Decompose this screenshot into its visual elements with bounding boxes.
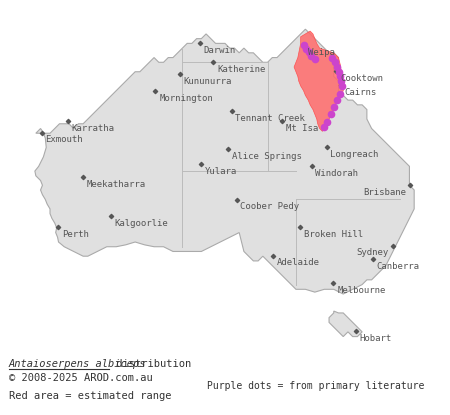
- Polygon shape: [329, 311, 362, 337]
- Text: Mornington: Mornington: [159, 93, 213, 103]
- Text: Kalgoorlie: Kalgoorlie: [115, 219, 169, 228]
- Text: Hobart: Hobart: [360, 334, 392, 342]
- Text: Karratha: Karratha: [71, 124, 114, 133]
- Text: distribution: distribution: [110, 359, 192, 369]
- Text: Tennant Creek: Tennant Creek: [235, 114, 305, 123]
- Text: © 2008-2025 AROD.com.au: © 2008-2025 AROD.com.au: [9, 373, 153, 383]
- Text: Melbourne: Melbourne: [337, 286, 386, 295]
- Text: Purple dots = from primary literature: Purple dots = from primary literature: [207, 381, 424, 391]
- Text: Darwin: Darwin: [204, 46, 236, 55]
- Text: Kununurra: Kununurra: [184, 77, 232, 86]
- Text: Mt Isa: Mt Isa: [286, 124, 318, 133]
- Text: Windorah: Windorah: [315, 168, 358, 178]
- Text: Alice Springs: Alice Springs: [232, 152, 302, 161]
- Text: Cooktown: Cooktown: [340, 74, 383, 83]
- Polygon shape: [35, 29, 414, 294]
- Text: Yulara: Yulara: [205, 167, 237, 176]
- Text: Antaioserpens albiceps: Antaioserpens albiceps: [9, 359, 147, 369]
- Text: Brisbane: Brisbane: [363, 188, 406, 197]
- Text: Exmouth: Exmouth: [45, 135, 83, 144]
- Text: Sydney: Sydney: [356, 248, 389, 257]
- Polygon shape: [294, 31, 344, 131]
- Text: Broken Hill: Broken Hill: [304, 230, 363, 239]
- Text: Red area = estimated range: Red area = estimated range: [9, 391, 171, 401]
- Text: Weipa: Weipa: [308, 48, 335, 57]
- Text: Katherine: Katherine: [217, 65, 266, 74]
- Text: Coober Pedy: Coober Pedy: [240, 203, 299, 211]
- Text: Longreach: Longreach: [330, 150, 379, 159]
- Text: Cairns: Cairns: [345, 88, 377, 97]
- Text: Adelaide: Adelaide: [277, 259, 320, 267]
- Text: Meekatharra: Meekatharra: [87, 180, 146, 188]
- Text: Canberra: Canberra: [377, 262, 419, 271]
- Text: Perth: Perth: [62, 230, 89, 239]
